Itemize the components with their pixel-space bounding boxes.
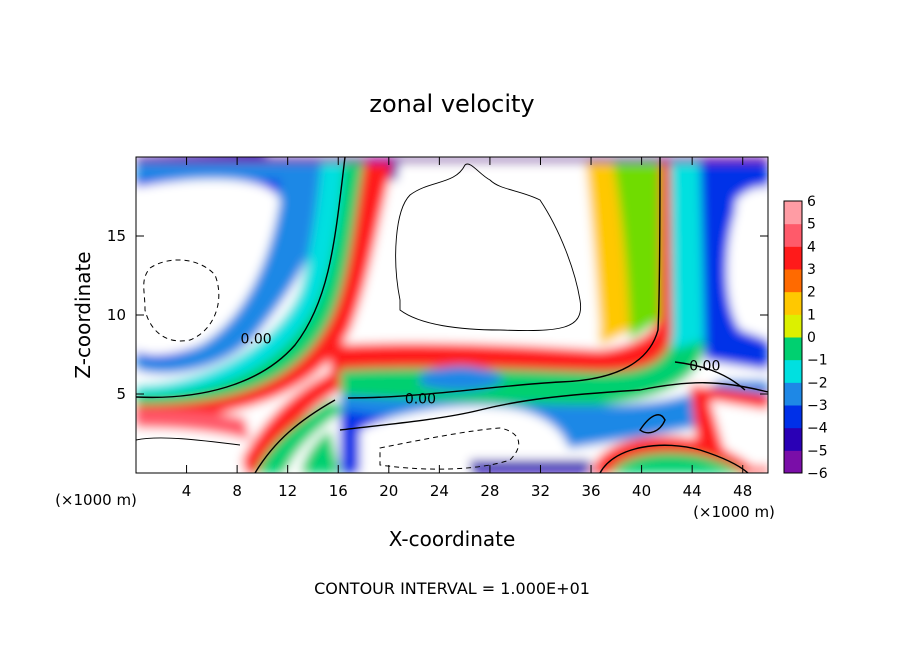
chart-title: zonal velocity — [369, 90, 534, 118]
y-axis-ticks: 5 10 15 — [107, 227, 768, 403]
colorbar: 6 5 4 3 2 1 0 −1 −2 −3 −4 −5 −6 — [783, 194, 828, 482]
x-tick-label: 44 — [683, 482, 702, 500]
colorbar-tick-label: 5 — [807, 217, 816, 233]
colorbar-swatch — [784, 201, 802, 225]
x-tick-label: 36 — [581, 482, 600, 500]
y-axis-label: Z-coordinate — [71, 251, 95, 378]
colorbar-tick-label: 6 — [807, 194, 816, 210]
colorbar-tick-label: 1 — [807, 307, 816, 323]
colorbar-frame — [783, 200, 803, 474]
colorbar-tick-label: 0 — [807, 330, 816, 346]
x-tick-label: 48 — [733, 482, 752, 500]
contour-labels: 0.00 0.00 0.00 — [240, 331, 720, 407]
colorbar-tick-label: −4 — [807, 421, 828, 437]
x-tick-label: 4 — [182, 482, 192, 500]
x-unit-right: (×1000 m) — [693, 503, 775, 521]
colorbar-tick-label: 3 — [807, 262, 816, 278]
x-tick-label: 24 — [430, 482, 449, 500]
y-tick-label: 5 — [116, 385, 126, 403]
contour-label: 0.00 — [240, 331, 271, 347]
colorbar-swatch — [784, 405, 802, 429]
x-axis-label: X-coordinate — [389, 527, 516, 551]
x-tick-label: 16 — [329, 482, 348, 500]
heatmap-field — [136, 157, 768, 473]
colorbar-swatch — [784, 291, 802, 315]
colorbar-tick-label: −3 — [807, 398, 828, 414]
colorbar-tick-label: −1 — [807, 353, 828, 369]
colorbar-swatch — [784, 359, 802, 383]
contour-lines-thin — [136, 163, 582, 446]
x-tick-label: 32 — [531, 482, 550, 500]
colorbar-tick-label: −2 — [807, 375, 828, 391]
colorbar-swatch — [784, 223, 802, 247]
contour-label: 0.00 — [405, 391, 436, 407]
x-axis-ticks: 4 8 12 16 20 24 28 32 36 40 44 48 — [182, 157, 752, 500]
contour-interval-note: CONTOUR INTERVAL = 1.000E+01 — [314, 579, 590, 598]
x-tick-label: 28 — [480, 482, 499, 500]
heatmap-shading — [136, 157, 768, 473]
x-tick-label: 20 — [379, 482, 398, 500]
colorbar-swatch — [784, 382, 802, 406]
colorbar-tick-label: −6 — [807, 466, 828, 482]
colorbar-swatch — [784, 450, 802, 474]
colorbar-tick-label: −5 — [807, 443, 828, 459]
y-tick-label: 15 — [107, 227, 126, 245]
x-tick-label: 12 — [278, 482, 297, 500]
contour-lines-dashed — [143, 259, 520, 470]
x-unit-left: (×1000 m) — [55, 491, 137, 509]
colorbar-swatch — [784, 246, 802, 270]
contour-label: 0.00 — [689, 358, 720, 374]
colorbar-swatch — [784, 314, 802, 338]
colorbar-swatch — [784, 337, 802, 361]
x-tick-label: 40 — [632, 482, 651, 500]
colorbar-tick-label: 2 — [807, 285, 816, 301]
colorbar-swatch — [784, 269, 802, 293]
colorbar-tick-label: 4 — [807, 239, 816, 255]
y-tick-label: 10 — [107, 306, 126, 324]
contour-lines — [136, 157, 768, 473]
colorbar-swatch — [784, 427, 802, 451]
x-tick-label: 8 — [232, 482, 242, 500]
